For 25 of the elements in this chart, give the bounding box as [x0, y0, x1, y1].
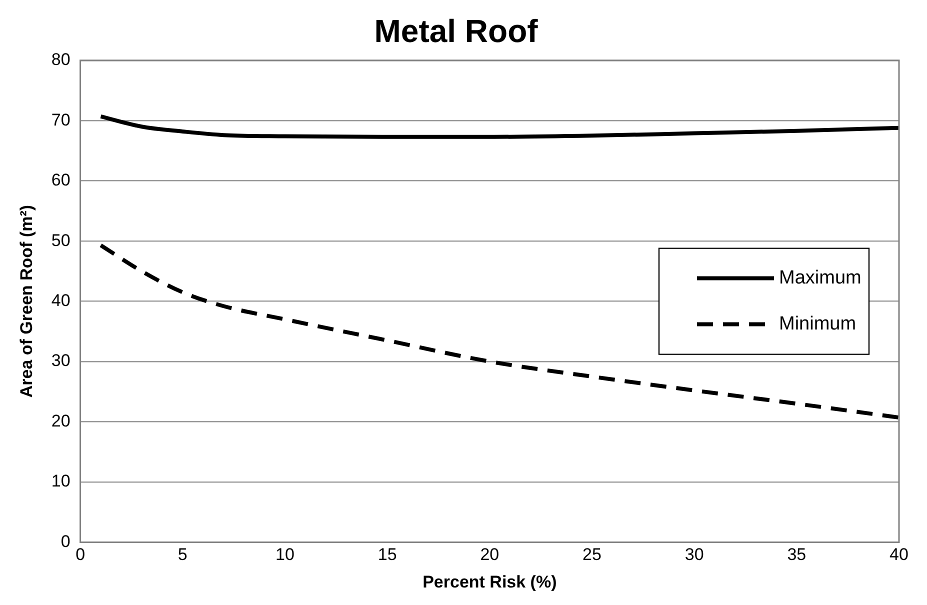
x-tick-label: 5 [178, 545, 188, 564]
x-tick-label: 30 [684, 545, 704, 564]
y-tick-label: 0 [60, 532, 70, 551]
x-tick-label: 40 [890, 545, 908, 564]
y-tick-label: 30 [51, 351, 70, 370]
x-tick-label: 10 [276, 545, 294, 564]
x-tick-label: 35 [787, 545, 806, 564]
x-tick-label: 25 [582, 545, 602, 564]
line-series [98, 243, 899, 420]
x-axis-title: Percent Risk (%) [422, 572, 557, 592]
y-tick-label: 60 [51, 170, 70, 190]
y-axis-title: Area of Green Roof (m²) [16, 204, 36, 398]
chart-title: Metal Roof [374, 13, 538, 50]
y-tick-label: 20 [51, 411, 70, 430]
y-tick-label: 10 [51, 472, 70, 491]
y-tick-label: 50 [51, 230, 70, 250]
y-tick-label: 80 [51, 50, 70, 70]
y-tick-label: 70 [51, 110, 70, 130]
legend-label: Minimum [779, 314, 856, 335]
x-tick-label: 0 [76, 545, 86, 564]
y-tick-label: 40 [51, 290, 70, 310]
line-series [98, 114, 899, 139]
x-tick-label: 15 [378, 545, 397, 564]
legend-label: Maximum [779, 268, 862, 289]
x-tick-label: 20 [480, 545, 500, 564]
